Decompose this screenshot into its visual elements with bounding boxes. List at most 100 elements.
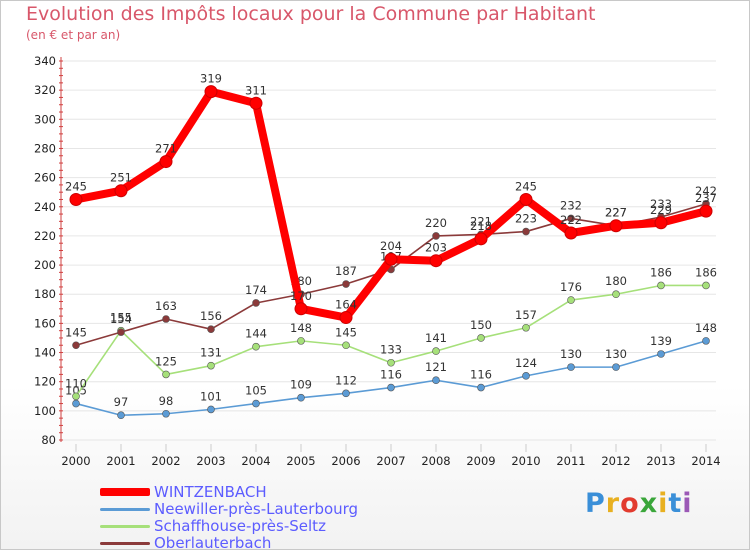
data-label: 105 [245,384,267,398]
x-tick-label: 2004 [241,454,270,468]
data-label: 156 [200,309,222,323]
data-label: 221 [470,214,492,228]
data-point [207,405,215,414]
y-tick-label: 240 [34,200,56,214]
data-point [654,216,668,230]
data-label: 109 [290,378,312,392]
data-point [612,290,620,299]
data-label: 112 [335,373,357,387]
legend-label: Neewiller-près-Lauterbourg [154,500,359,518]
data-label: 227 [605,206,627,220]
x-tick-label: 2014 [691,454,720,468]
data-point [432,232,440,240]
data-point [159,155,173,169]
data-label: 148 [695,321,717,335]
data-label: 141 [425,331,447,345]
data-label: 319 [200,72,222,86]
x-tick-label: 2008 [421,454,450,468]
data-label: 186 [650,265,672,279]
data-point [477,383,485,392]
data-point [522,323,530,332]
legend-item: Neewiller-près-Lauterbourg [100,500,430,518]
legend-swatch [100,488,150,496]
legend-swatch [100,525,150,528]
y-tick-label: 180 [34,287,56,301]
y-tick-label: 260 [34,171,56,185]
logo-letter: t [668,488,683,519]
x-tick-label: 2001 [106,454,135,468]
data-label: 116 [380,368,402,382]
data-label: 130 [605,347,627,361]
data-label: 174 [245,283,267,297]
data-point [117,411,125,420]
data-point [342,389,350,398]
data-label: 145 [335,325,357,339]
data-label: 163 [155,299,177,313]
y-tick-label: 220 [34,229,56,243]
data-label: 176 [560,280,582,294]
data-label: 233 [650,197,672,211]
data-point [612,363,620,371]
data-label: 125 [155,354,177,368]
data-point [699,204,713,218]
data-label: 187 [335,264,357,278]
y-tick-label: 320 [34,83,56,97]
logo-letter: o [620,488,640,519]
data-label: 245 [65,179,87,193]
data-point [117,328,125,336]
data-label: 133 [380,343,402,357]
data-point [207,325,215,334]
x-tick-label: 2007 [376,454,405,468]
y-tick-label: 340 [34,54,56,68]
data-label: 155 [110,311,132,325]
data-label: 145 [65,325,87,339]
data-point [522,227,530,236]
data-point [207,361,215,370]
data-point [162,370,170,379]
data-point [294,302,308,316]
data-point [342,280,350,288]
data-point [297,393,305,402]
y-tick-label: 140 [34,346,56,360]
logo-letter: i [658,488,669,519]
data-label: 232 [560,198,582,212]
data-label: 180 [605,274,627,288]
data-label: 110 [65,376,87,390]
data-point [702,337,710,345]
legend-swatch [100,542,150,545]
y-tick-label: 200 [34,258,56,272]
data-label: 121 [425,360,447,374]
x-tick-label: 2003 [196,454,225,468]
data-label: 271 [155,142,177,156]
data-label: 157 [515,308,537,322]
data-point [567,296,575,304]
data-point [429,254,443,268]
data-point [387,383,395,392]
data-label: 144 [245,327,267,341]
data-label: 170 [290,289,312,303]
data-point [69,192,83,206]
legend-swatch [100,508,150,511]
data-point [252,342,260,351]
data-point [114,184,128,198]
data-point [162,315,170,323]
data-point [432,347,440,355]
x-tick-label: 2010 [511,454,540,468]
data-label: 116 [470,368,492,382]
x-tick-label: 2011 [556,454,585,468]
data-point [252,299,260,307]
data-point [297,337,305,345]
legend-label: WINTZENBACH [154,483,267,501]
data-label: 148 [290,321,312,335]
x-tick-label: 2012 [601,454,630,468]
data-point [519,192,533,206]
y-tick-label: 280 [34,141,56,155]
data-label: 124 [515,356,537,370]
legend-item: Schaffhouse-près-Seltz [100,517,430,535]
data-label: 242 [695,184,717,198]
x-tick-label: 2009 [466,454,495,468]
x-tick-label: 2002 [151,454,180,468]
data-label: 203 [425,241,447,255]
data-point [162,409,170,418]
